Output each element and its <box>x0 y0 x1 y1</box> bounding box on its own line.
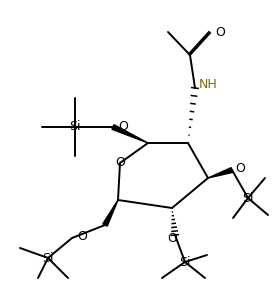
Text: O: O <box>115 156 125 170</box>
Text: O: O <box>77 230 87 242</box>
Text: O: O <box>235 162 245 175</box>
Text: Si: Si <box>242 192 254 204</box>
Polygon shape <box>103 200 118 226</box>
Text: Si: Si <box>179 255 191 268</box>
Text: O: O <box>215 26 225 39</box>
Polygon shape <box>208 168 233 178</box>
Polygon shape <box>112 125 148 143</box>
Text: O: O <box>118 120 128 134</box>
Text: NH: NH <box>199 79 218 92</box>
Text: Si: Si <box>69 120 81 134</box>
Text: Si: Si <box>42 251 54 264</box>
Text: O: O <box>167 232 177 245</box>
